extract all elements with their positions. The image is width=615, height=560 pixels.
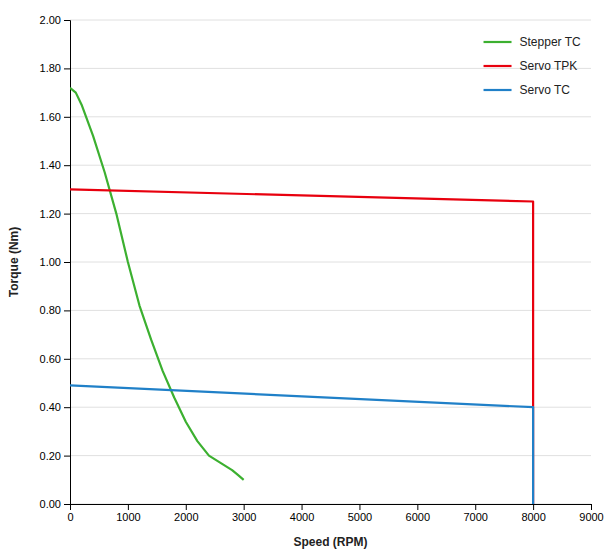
- legend-swatch: [484, 65, 512, 67]
- tick-label: 0.20: [40, 450, 61, 462]
- tick: 5000: [348, 504, 372, 523]
- tick-label: 0: [67, 511, 73, 523]
- y-axis: 0.00 0.20 0.40 0.60 0.80 1.00 1.20 1.40 1.60 1.80…: [40, 14, 71, 510]
- tick-label: 1.20: [40, 208, 61, 220]
- tick: 2000: [174, 504, 198, 523]
- tick: 1.80: [40, 62, 70, 74]
- x-axis: 0 1000 2000 3000 4000 5000 6000 7000 8000 9000: [67, 504, 603, 523]
- grid: [70, 20, 591, 504]
- grid-line: [70, 68, 591, 69]
- tick-label: 0.80: [40, 304, 61, 316]
- tick-label: 1.80: [40, 62, 61, 74]
- tick: 4000: [290, 504, 314, 523]
- tick: 1.00: [40, 256, 70, 268]
- tick-label: 6000: [406, 511, 430, 523]
- tick: 8000: [521, 504, 545, 523]
- y-axis-title: Torque (Nm): [7, 227, 21, 297]
- tick: 9000: [579, 504, 603, 523]
- line: [70, 88, 244, 480]
- tick: 1.20: [40, 208, 70, 220]
- tick-label: 0.00: [40, 498, 61, 510]
- tick: 0: [67, 504, 73, 523]
- grid-line: [70, 262, 591, 263]
- grid-line: [70, 20, 591, 21]
- tick-mark: [64, 504, 70, 505]
- x-axis-title: Speed (RPM): [293, 535, 367, 549]
- tick-mark: [417, 504, 418, 510]
- tick-mark: [64, 456, 70, 457]
- tick: 1.40: [40, 159, 70, 171]
- tick-mark: [128, 504, 129, 510]
- axis-line: [64, 21, 71, 505]
- tick-mark: [64, 310, 70, 311]
- tick: 1.60: [40, 111, 70, 123]
- tick-label: 1000: [116, 511, 140, 523]
- tick: 6000: [406, 504, 430, 523]
- tick: 1000: [116, 504, 140, 523]
- legend-swatch: [484, 41, 512, 43]
- legend: Stepper TC Servo TPK Servo TC: [484, 35, 581, 97]
- grid-line: [70, 213, 591, 214]
- tick: 3000: [232, 504, 256, 523]
- tick-label: 8000: [521, 511, 545, 523]
- tick-mark: [64, 117, 70, 118]
- tick-mark: [64, 165, 70, 166]
- tick-label: 7000: [463, 511, 487, 523]
- tick: 2.00: [40, 14, 70, 26]
- tick-mark: [533, 504, 534, 510]
- grid-line: [70, 310, 591, 311]
- legend-label: Stepper TC: [520, 35, 581, 49]
- legend-item: Servo TC: [484, 83, 571, 97]
- tick-mark: [186, 504, 187, 510]
- tick-mark: [475, 504, 476, 510]
- lines: [70, 88, 533, 504]
- chart: 0 1000 2000 3000 4000 5000 6000 7000 8000 9000 0.0…: [0, 0, 615, 560]
- legend-item: Stepper TC: [484, 35, 581, 49]
- tick-label: 1.00: [40, 256, 61, 268]
- plot: 0 1000 2000 3000 4000 5000 6000 7000 8000 9000 0.0…: [40, 14, 604, 523]
- tick-mark: [64, 359, 70, 360]
- tick: 0.20: [40, 450, 70, 462]
- grid-line: [70, 165, 591, 166]
- tick-label: 0.40: [40, 401, 61, 413]
- legend-swatch: [484, 89, 512, 91]
- tick-label: 2000: [174, 511, 198, 523]
- legend-label: Servo TC: [520, 83, 571, 97]
- tick-mark: [64, 20, 70, 21]
- line: [70, 189, 533, 504]
- line: [70, 385, 533, 504]
- tick-label: 4000: [290, 511, 314, 523]
- legend-label: Servo TPK: [520, 59, 578, 73]
- tick: 0.00: [40, 498, 70, 510]
- grid-line: [70, 116, 591, 117]
- tick-mark: [359, 504, 360, 510]
- tick-mark: [64, 407, 70, 408]
- grid-line: [70, 358, 591, 359]
- tick-mark: [64, 68, 70, 69]
- tick-mark: [64, 262, 70, 263]
- tick-mark: [591, 504, 592, 510]
- grid-line: [70, 455, 591, 456]
- tick-mark: [302, 504, 303, 510]
- tick: 0.60: [40, 353, 70, 365]
- tick-mark: [64, 214, 70, 215]
- tick-label: 0.60: [40, 353, 61, 365]
- tick-label: 1.60: [40, 111, 61, 123]
- axis-line: [71, 505, 592, 511]
- tick-label: 2.00: [40, 14, 61, 26]
- tick-mark: [244, 504, 245, 510]
- tick: 0.80: [40, 304, 70, 316]
- tick: 7000: [463, 504, 487, 523]
- tick-label: 1.40: [40, 159, 61, 171]
- tick-label: 5000: [348, 511, 372, 523]
- legend-item: Servo TPK: [484, 59, 578, 73]
- tick-label: 3000: [232, 511, 256, 523]
- tick-label: 9000: [579, 511, 603, 523]
- tick: 0.40: [40, 401, 70, 413]
